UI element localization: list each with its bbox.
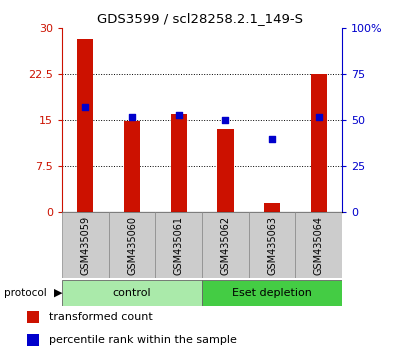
Text: transformed count: transformed count [49,312,152,322]
Text: ▶: ▶ [54,288,62,298]
Point [129,114,135,120]
Bar [62,280,202,306]
Point [82,105,88,110]
Point [316,114,322,120]
Text: GDS3599 / scl28258.2.1_149-S: GDS3599 / scl28258.2.1_149-S [97,12,303,25]
Bar [264,203,280,212]
Bar [295,212,342,278]
Text: GSM435063: GSM435063 [267,216,277,275]
Bar [27,333,40,346]
Point [269,136,275,142]
Point [222,118,228,123]
Text: GSM435060: GSM435060 [127,216,137,275]
Text: GSM435062: GSM435062 [220,216,230,275]
Bar [249,212,295,278]
Bar [217,129,234,212]
Bar [124,121,140,212]
Text: GSM435059: GSM435059 [80,216,90,275]
Point [176,112,182,118]
Bar [27,311,40,323]
Text: control: control [113,288,151,298]
Text: Eset depletion: Eset depletion [232,288,312,298]
Bar [202,280,342,306]
Bar [62,212,109,278]
Text: percentile rank within the sample: percentile rank within the sample [49,335,237,345]
Bar [310,74,327,212]
Bar [170,114,187,212]
Text: GSM435061: GSM435061 [174,216,184,275]
Bar [202,212,249,278]
Bar [109,212,155,278]
Bar [155,212,202,278]
Text: GSM435064: GSM435064 [314,216,324,275]
Text: protocol: protocol [4,288,47,298]
Bar [77,39,94,212]
